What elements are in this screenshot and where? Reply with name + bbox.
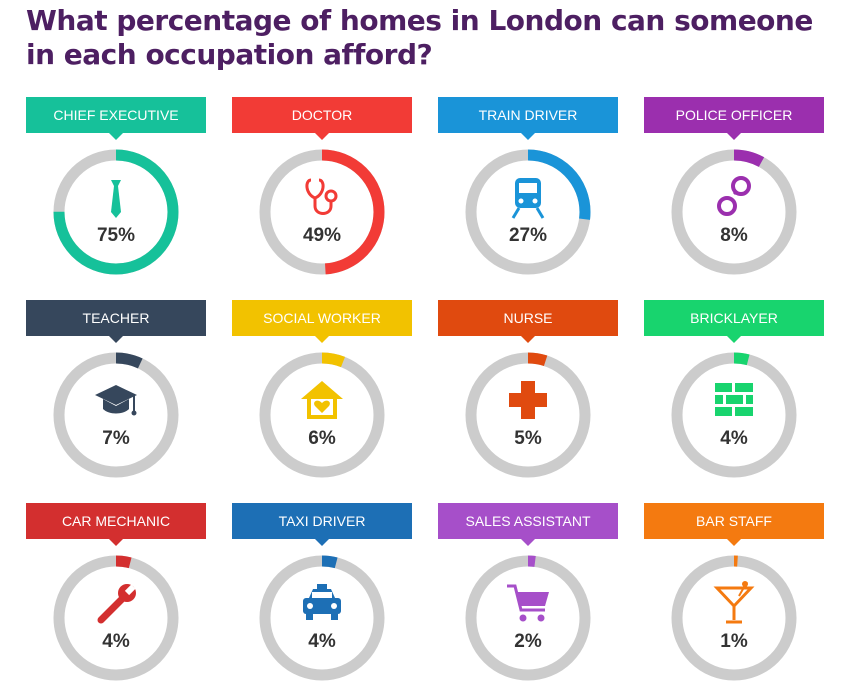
- donut-value-arc: [259, 352, 385, 478]
- donut-ring: [465, 555, 591, 681]
- tie-icon: [111, 180, 121, 218]
- donut-ring: [53, 352, 179, 478]
- occupation-card: CAR MECHANIC 4%: [26, 503, 232, 693]
- label-pointer: [315, 133, 329, 140]
- percentage-label: 4%: [720, 428, 748, 449]
- home-heart-icon: [301, 381, 343, 419]
- donut-ring: [53, 149, 179, 275]
- donut-value-arc: [259, 555, 385, 681]
- occupation-card: SALES ASSISTANT 2%: [438, 503, 644, 693]
- donut-ring: [671, 352, 797, 478]
- label-pointer: [109, 133, 123, 140]
- occupation-card: SOCIAL WORKER 6%: [232, 300, 438, 490]
- stethoscope-icon: [305, 178, 338, 215]
- donut-value-arc: [671, 352, 797, 478]
- handcuffs-icon: [717, 176, 751, 216]
- percentage-label: 4%: [308, 631, 336, 652]
- donut-value-arc: [53, 555, 179, 681]
- medical-cross-icon: [509, 381, 547, 419]
- occupation-card: CHIEF EXECUTIVE 75%: [26, 97, 232, 287]
- percentage-label: 5%: [514, 428, 542, 449]
- percentage-label: 4%: [102, 631, 130, 652]
- donut-value-arc: [465, 149, 591, 275]
- occupation-card: TAXI DRIVER 4%: [232, 503, 438, 693]
- occupation-label: NURSE: [438, 300, 618, 336]
- page-title: What percentage of homes in London can s…: [26, 4, 813, 71]
- donut-ring: [53, 555, 179, 681]
- label-pointer: [521, 133, 535, 140]
- percentage-label: 2%: [514, 631, 542, 652]
- donut-value-arc: [671, 555, 797, 681]
- donut-value-arc: [259, 149, 385, 275]
- label-pointer: [521, 336, 535, 343]
- occupation-card: TEACHER 7%: [26, 300, 232, 490]
- donut-ring: [671, 149, 797, 275]
- percentage-label: 27%: [508, 225, 548, 246]
- occupation-label: TRAIN DRIVER: [438, 97, 618, 133]
- percentage-label: 1%: [720, 631, 748, 652]
- label-pointer: [727, 133, 741, 140]
- donut-ring: [259, 555, 385, 681]
- occupation-label: CHIEF EXECUTIVE: [26, 97, 206, 133]
- donut-value-arc: [671, 149, 797, 275]
- occupation-label: BRICKLAYER: [644, 300, 824, 336]
- percentage-label: 49%: [302, 225, 342, 246]
- graduation-cap-icon: [95, 385, 137, 416]
- train-icon: [511, 178, 545, 219]
- donut-ring: [259, 149, 385, 275]
- donut-value-arc: [53, 149, 179, 275]
- cocktail-icon: [713, 581, 755, 624]
- label-pointer: [315, 539, 329, 546]
- occupation-label: CAR MECHANIC: [26, 503, 206, 539]
- percentage-label: 6%: [308, 428, 336, 449]
- occupation-card: POLICE OFFICER 8%: [644, 97, 845, 287]
- donut-value-arc: [465, 555, 591, 681]
- donut-ring: [671, 555, 797, 681]
- occupation-card: NURSE 5%: [438, 300, 644, 490]
- wrench-icon: [97, 584, 136, 624]
- label-pointer: [521, 539, 535, 546]
- label-pointer: [727, 539, 741, 546]
- shopping-cart-icon: [507, 584, 549, 622]
- percentage-label: 7%: [102, 428, 130, 449]
- percentage-label: 75%: [96, 225, 136, 246]
- donut-ring: [465, 149, 591, 275]
- occupation-card: BAR STAFF 1%: [644, 503, 845, 693]
- occupation-label: SOCIAL WORKER: [232, 300, 412, 336]
- occupation-label: BAR STAFF: [644, 503, 824, 539]
- occupation-label: SALES ASSISTANT: [438, 503, 618, 539]
- taxi-icon: [303, 584, 341, 620]
- label-pointer: [109, 336, 123, 343]
- donut-value-arc: [53, 352, 179, 478]
- bricks-icon: [715, 383, 753, 416]
- occupation-label: TEACHER: [26, 300, 206, 336]
- percentage-label: 8%: [720, 225, 748, 246]
- occupation-label: POLICE OFFICER: [644, 97, 824, 133]
- label-pointer: [315, 336, 329, 343]
- donut-value-arc: [465, 352, 591, 478]
- label-pointer: [727, 336, 741, 343]
- occupation-card: TRAIN DRIVER 27%: [438, 97, 644, 287]
- donut-ring: [259, 352, 385, 478]
- occupation-label: TAXI DRIVER: [232, 503, 412, 539]
- occupation-card: DOCTOR 49%: [232, 97, 438, 287]
- occupation-card: BRICKLAYER 4%: [644, 300, 845, 490]
- donut-ring: [465, 352, 591, 478]
- label-pointer: [109, 539, 123, 546]
- occupation-label: DOCTOR: [232, 97, 412, 133]
